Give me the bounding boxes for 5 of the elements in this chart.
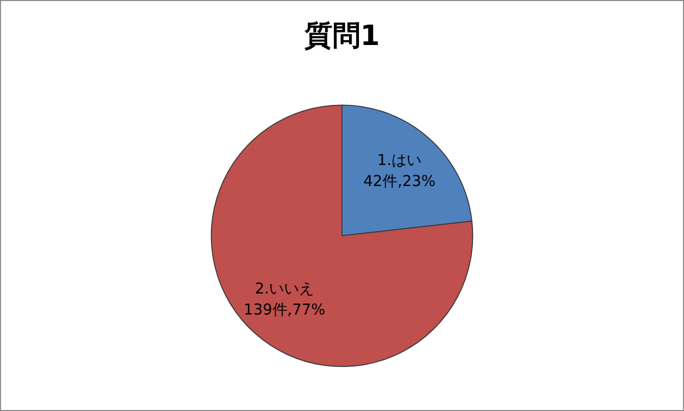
- data-label: 139件,77%: [244, 300, 326, 319]
- slice-label: 1.はい: [377, 150, 422, 169]
- data-label: 42件,23%: [363, 172, 436, 190]
- slice-label: 2.いいえ: [254, 280, 314, 298]
- chart-title: 質問1: [303, 19, 380, 52]
